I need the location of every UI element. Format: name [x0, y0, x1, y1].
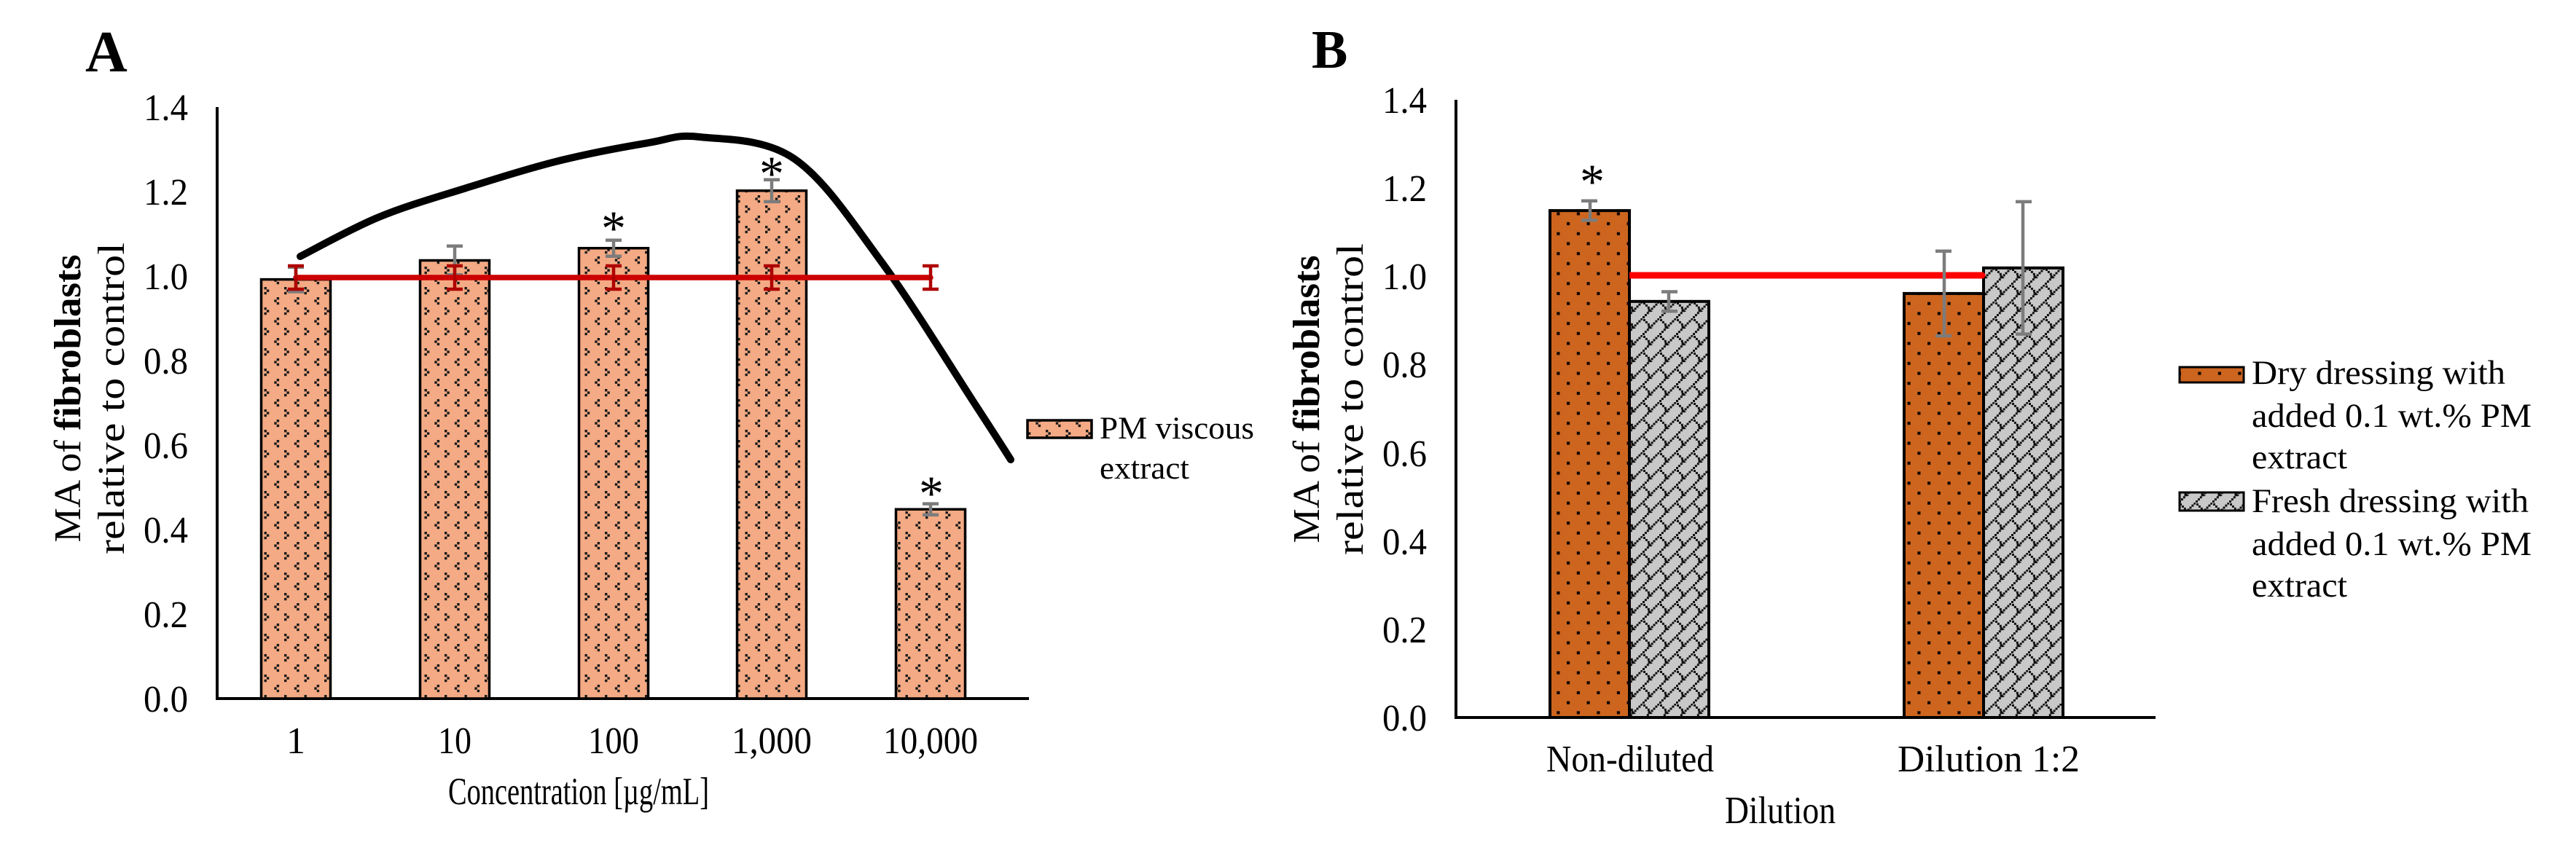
svg-text:0.4: 0.4 [1382, 522, 1427, 563]
svg-text:0.2: 0.2 [1382, 610, 1427, 651]
svg-text:1.2: 1.2 [144, 172, 188, 213]
svg-text:*: * [601, 200, 626, 256]
svg-text:MA of fibroblasts: MA of fibroblasts [47, 255, 89, 543]
svg-text:extract: extract [1100, 452, 1189, 486]
svg-text:1: 1 [286, 720, 305, 762]
svg-text:MA of fibroblasts: MA of fibroblasts [1286, 256, 1328, 543]
svg-text:1.0: 1.0 [144, 256, 188, 298]
svg-text:1.4: 1.4 [144, 87, 188, 129]
svg-text:0.8: 0.8 [1382, 345, 1427, 386]
svg-text:Concentration [µg/mL]: Concentration [µg/mL] [448, 771, 709, 813]
svg-text:0.4: 0.4 [144, 510, 188, 551]
svg-text:10,000: 10,000 [883, 720, 978, 762]
svg-text:1,000: 1,000 [732, 720, 812, 762]
svg-text:Dry dressing with: Dry dressing with [2252, 354, 2505, 392]
svg-text:relative to control: relative to control [91, 243, 133, 554]
svg-text:Dilution: Dilution [1725, 790, 1836, 832]
svg-text:extract: extract [2252, 439, 2347, 476]
svg-text:Fresh dressing with: Fresh dressing with [2252, 482, 2529, 520]
svg-text:*: * [919, 465, 944, 521]
svg-text:1.4: 1.4 [1382, 80, 1427, 122]
svg-text:*: * [1580, 154, 1605, 209]
svg-text:1.2: 1.2 [1382, 168, 1427, 210]
svg-text:100: 100 [588, 720, 639, 762]
svg-text:added 0.1 wt.% PM: added 0.1 wt.% PM [2252, 397, 2532, 435]
svg-text:B: B [1312, 20, 1347, 80]
svg-text:PM viscous: PM viscous [1100, 412, 1254, 446]
svg-text:0.8: 0.8 [144, 341, 188, 382]
svg-text:Non-diluted: Non-diluted [1546, 739, 1714, 780]
svg-text:Dilution 1:2: Dilution 1:2 [1898, 739, 2080, 780]
svg-text:A: A [85, 20, 128, 84]
svg-text:10: 10 [438, 720, 471, 762]
svg-text:*: * [759, 146, 784, 201]
svg-text:relative to control: relative to control [1330, 243, 1371, 555]
svg-text:0.6: 0.6 [144, 425, 188, 467]
svg-text:extract: extract [2252, 567, 2347, 605]
svg-text:1.0: 1.0 [1382, 256, 1427, 298]
svg-text:0.2: 0.2 [144, 594, 188, 636]
svg-text:0.6: 0.6 [1382, 433, 1427, 475]
svg-text:0.0: 0.0 [1382, 698, 1427, 739]
svg-text:added 0.1 wt.% PM: added 0.1 wt.% PM [2252, 525, 2532, 563]
svg-text:0.0: 0.0 [144, 679, 188, 720]
